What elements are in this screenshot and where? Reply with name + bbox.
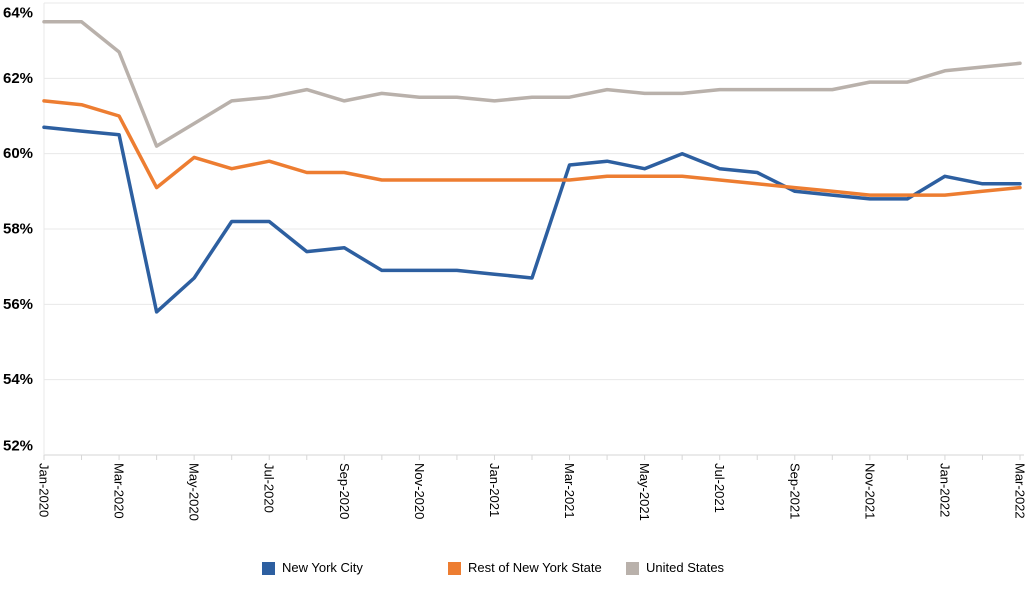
- legend-item-rest-of-new-york-state: Rest of New York State: [448, 561, 602, 575]
- legend-label-new-york-city: New York City: [282, 560, 363, 575]
- x-axis-label: Nov-2021: [862, 463, 877, 519]
- legend: New York City Rest of New York State Uni…: [0, 0, 1025, 575]
- legend-item-new-york-city: New York City: [262, 561, 363, 575]
- y-axis-label: 64%: [3, 5, 33, 22]
- y-axis-label: 52%: [3, 438, 33, 455]
- y-axis-label: 62%: [3, 70, 33, 87]
- y-axis-label: 60%: [3, 145, 33, 162]
- series-line-united-states: [42, 20, 1022, 148]
- x-axis-label: Sep-2021: [787, 463, 802, 519]
- x-axis-label: Mar-2020: [112, 463, 127, 519]
- x-axis-label: Jan-2022: [937, 463, 952, 517]
- x-axis-label: Nov-2020: [412, 463, 427, 519]
- x-axis-label: May-2021: [637, 463, 652, 521]
- x-axis-label: Mar-2021: [562, 463, 577, 519]
- legend-label-rest-of-new-york-state: Rest of New York State: [468, 560, 602, 575]
- legend-label-united-states: United States: [646, 560, 725, 575]
- y-axis-label: 58%: [3, 221, 33, 238]
- x-axis-label: Jul-2020: [262, 463, 277, 513]
- legend-item-united-states: United States: [626, 561, 724, 575]
- legend-swatch-united-states: [626, 561, 639, 575]
- x-axis-label: Sep-2020: [337, 463, 352, 519]
- legend-swatch-rest-of-new-york-state: [448, 561, 461, 575]
- series-line-new-york-city: [42, 125, 1022, 314]
- y-axis-label: 54%: [3, 371, 33, 388]
- x-axis-label: May-2020: [187, 463, 202, 521]
- series-line-rest-of-new-york-state: [42, 99, 1022, 197]
- legend-swatch-new-york-city: [262, 561, 275, 575]
- x-axis-label: Jan-2021: [487, 463, 502, 517]
- y-axis-label: 56%: [3, 296, 33, 313]
- x-axis-label: Jul-2021: [712, 463, 727, 513]
- x-axis-label: Mar-2022: [1013, 463, 1025, 519]
- x-axis-label: Jan-2020: [37, 463, 52, 517]
